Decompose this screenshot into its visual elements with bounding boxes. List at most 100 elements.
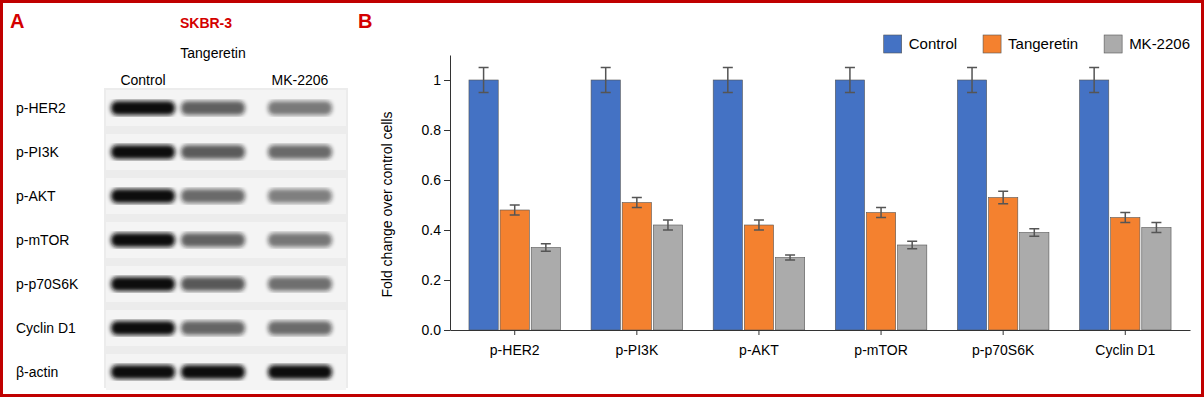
blot-band bbox=[268, 145, 332, 159]
x-tick-label: p-AKT bbox=[739, 342, 779, 358]
legend-item: MK-2206 bbox=[1104, 35, 1190, 53]
x-tick-mark bbox=[636, 330, 637, 335]
y-tick-mark bbox=[444, 230, 450, 231]
legend: Control Tangeretin MK-2206 bbox=[884, 35, 1190, 53]
x-tick: p-PI3K bbox=[615, 330, 658, 358]
panel-a: ASKBR-3ControlTangeretinMK-2206p-HER2p-P… bbox=[10, 10, 348, 390]
y-tick: 0.0 bbox=[422, 322, 450, 338]
y-axis: 0.0 0.2 0.4 0.6 0.8 1 bbox=[422, 56, 451, 338]
y-tick-label: 0.6 bbox=[422, 172, 442, 188]
y-tick: 1 bbox=[433, 72, 450, 88]
blot-strip bbox=[106, 266, 346, 302]
legend-item: Control bbox=[884, 35, 957, 53]
legend-label: Control bbox=[909, 35, 957, 52]
plot-marks bbox=[469, 68, 1171, 331]
legend-swatch bbox=[983, 35, 1001, 53]
x-tick-mark bbox=[1003, 330, 1004, 335]
error-bar bbox=[754, 220, 764, 230]
blot-band bbox=[181, 233, 245, 247]
error-bar bbox=[663, 220, 673, 230]
bar bbox=[775, 258, 804, 331]
bar bbox=[531, 248, 560, 331]
bar bbox=[866, 213, 895, 331]
blot-band bbox=[111, 277, 175, 291]
x-tick-mark bbox=[758, 330, 759, 335]
legend-item: Tangeretin bbox=[983, 35, 1078, 53]
x-tick-mark bbox=[514, 330, 515, 335]
error-bar bbox=[601, 68, 611, 93]
y-axis-line bbox=[450, 56, 451, 331]
bar bbox=[622, 203, 651, 331]
y-tick: 0.4 bbox=[422, 222, 450, 238]
cell-line: SKBR-3 bbox=[180, 15, 232, 31]
blot-band bbox=[111, 145, 175, 159]
error-bar bbox=[785, 255, 795, 260]
error-bar bbox=[1029, 229, 1039, 237]
blot-band bbox=[181, 321, 245, 335]
error-bar bbox=[541, 244, 551, 252]
legend-label: MK-2206 bbox=[1129, 35, 1190, 52]
row-label: p-mTOR bbox=[16, 232, 69, 248]
y-tick-mark bbox=[444, 280, 450, 281]
x-tick-mark bbox=[881, 330, 882, 335]
blot-strip bbox=[106, 222, 346, 258]
row-label: p-p70S6K bbox=[16, 276, 79, 292]
legend-swatch bbox=[1104, 35, 1122, 53]
panel-b: B0.00.20.40.60.81p-HER2p-PI3Kp-AKTp-mTOR… bbox=[358, 10, 1191, 358]
bar bbox=[591, 80, 620, 330]
blot-strip bbox=[106, 354, 346, 390]
lane-label: Tangeretin bbox=[180, 45, 245, 61]
bar bbox=[1142, 228, 1171, 331]
figure: A SKBR-3 Control Tangeretin MK-2206 p-HER2 p-P… bbox=[0, 0, 1204, 397]
bar bbox=[1111, 218, 1140, 331]
lane-label: Control bbox=[120, 72, 165, 88]
x-tick-label: p-p70S6K bbox=[972, 342, 1035, 358]
blot-strip bbox=[106, 134, 346, 170]
x-tick: p-AKT bbox=[739, 330, 779, 358]
row-label: p-HER2 bbox=[16, 100, 66, 116]
y-tick: 0.2 bbox=[422, 272, 450, 288]
bar bbox=[469, 80, 498, 330]
bar bbox=[989, 198, 1018, 331]
error-bar bbox=[907, 241, 917, 249]
blot-strip bbox=[106, 90, 346, 126]
x-axis-line bbox=[451, 330, 1191, 331]
panel-label: A bbox=[10, 10, 24, 32]
blot-band bbox=[268, 189, 332, 203]
x-axis: p-HER2p-PI3Kp-AKTp-mTORp-p70S6KCyclin D1 bbox=[451, 330, 1191, 358]
error-bar bbox=[967, 68, 977, 93]
blot-band bbox=[111, 101, 175, 115]
blot-background bbox=[104, 88, 348, 388]
y-tick: 0.6 bbox=[422, 172, 450, 188]
blot-strip bbox=[106, 178, 346, 214]
blot-strip bbox=[106, 310, 346, 346]
error-bar bbox=[632, 198, 642, 208]
x-tick: p-p70S6K bbox=[972, 330, 1035, 358]
y-tick: 0.8 bbox=[422, 122, 450, 138]
error-bar bbox=[510, 205, 520, 215]
error-bar bbox=[723, 68, 733, 93]
blot-band bbox=[268, 277, 332, 291]
bar bbox=[835, 80, 864, 330]
y-tick-mark bbox=[444, 130, 450, 131]
y-tick-mark bbox=[444, 330, 450, 331]
y-tick-mark bbox=[444, 180, 450, 181]
blot-band bbox=[111, 233, 175, 247]
x-tick: Cyclin D1 bbox=[1095, 330, 1155, 358]
blot-band bbox=[268, 365, 332, 379]
y-tick-label: 1 bbox=[433, 72, 441, 88]
error-bar bbox=[1151, 223, 1161, 233]
blot-band bbox=[268, 321, 332, 335]
blot-band bbox=[181, 145, 245, 159]
y-tick-label: 0.8 bbox=[422, 122, 442, 138]
x-tick-label: Cyclin D1 bbox=[1095, 342, 1155, 358]
blot-band bbox=[111, 321, 175, 335]
bar bbox=[653, 225, 682, 330]
error-bar bbox=[998, 191, 1008, 204]
error-bar bbox=[876, 208, 886, 218]
figure-frame bbox=[2, 2, 1203, 396]
bar bbox=[713, 80, 742, 330]
blot-band bbox=[111, 189, 175, 203]
bar bbox=[898, 245, 927, 330]
x-tick-mark bbox=[1125, 330, 1126, 335]
